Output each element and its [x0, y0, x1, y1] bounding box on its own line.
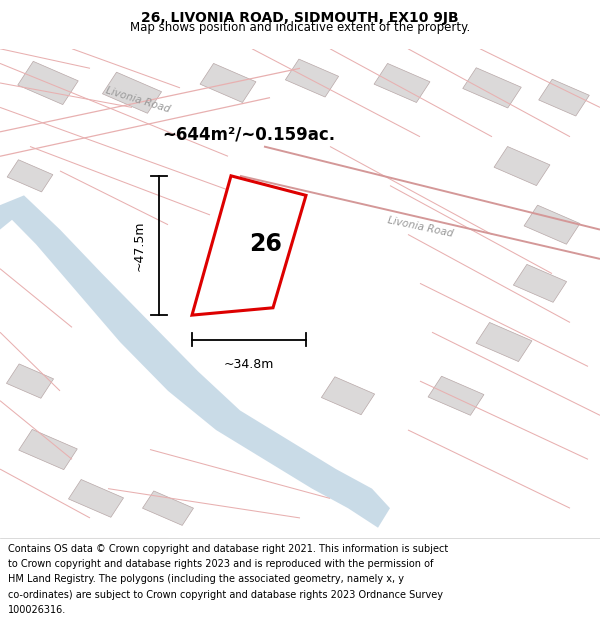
Text: ~34.8m: ~34.8m [224, 358, 274, 371]
Polygon shape [103, 72, 161, 113]
Polygon shape [463, 68, 521, 108]
Polygon shape [7, 160, 53, 192]
Polygon shape [374, 63, 430, 102]
Polygon shape [192, 176, 306, 315]
Polygon shape [0, 196, 390, 528]
Text: Livonia Road: Livonia Road [386, 215, 454, 239]
Polygon shape [18, 61, 78, 104]
Polygon shape [19, 429, 77, 469]
Text: ~644m²/~0.159ac.: ~644m²/~0.159ac. [162, 125, 335, 143]
Polygon shape [476, 322, 532, 361]
Polygon shape [200, 63, 256, 102]
Polygon shape [68, 479, 124, 518]
Polygon shape [494, 146, 550, 186]
Polygon shape [428, 376, 484, 415]
Text: to Crown copyright and database rights 2023 and is reproduced with the permissio: to Crown copyright and database rights 2… [8, 559, 433, 569]
Polygon shape [7, 364, 53, 398]
Text: 26, LIVONIA ROAD, SIDMOUTH, EX10 9JB: 26, LIVONIA ROAD, SIDMOUTH, EX10 9JB [141, 11, 459, 25]
Text: HM Land Registry. The polygons (including the associated geometry, namely x, y: HM Land Registry. The polygons (includin… [8, 574, 404, 584]
Text: Contains OS data © Crown copyright and database right 2021. This information is : Contains OS data © Crown copyright and d… [8, 544, 448, 554]
Polygon shape [539, 79, 589, 116]
Polygon shape [143, 491, 193, 526]
Text: Livonia Road: Livonia Road [104, 86, 172, 114]
Polygon shape [322, 377, 374, 415]
Text: Map shows position and indicative extent of the property.: Map shows position and indicative extent… [130, 21, 470, 34]
Text: ~47.5m: ~47.5m [133, 220, 146, 271]
Polygon shape [286, 59, 338, 97]
Text: co-ordinates) are subject to Crown copyright and database rights 2023 Ordnance S: co-ordinates) are subject to Crown copyr… [8, 589, 443, 599]
Polygon shape [514, 264, 566, 302]
Text: 26: 26 [249, 232, 282, 256]
Polygon shape [524, 205, 580, 244]
Text: 100026316.: 100026316. [8, 605, 66, 615]
